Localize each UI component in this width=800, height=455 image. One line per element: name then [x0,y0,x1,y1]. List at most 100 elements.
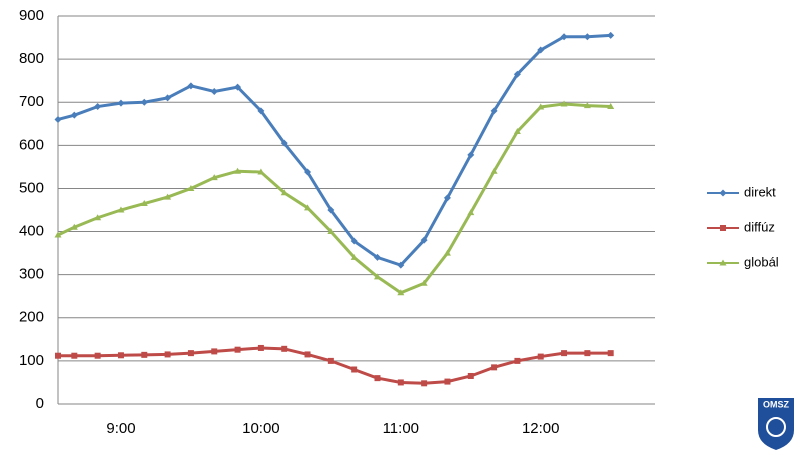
logo-swirl [766,417,786,437]
marker [584,350,591,357]
y-tick-label: 800 [19,50,44,67]
marker [350,253,358,260]
marker [373,253,381,261]
x-tick-label: 11:00 [383,420,419,437]
marker [281,345,288,352]
x-tick-label: 10:00 [242,420,280,437]
marker [187,82,195,90]
marker [560,33,568,41]
marker [467,209,475,216]
marker [304,168,312,176]
y-tick-label: 900 [19,7,44,24]
marker [537,103,545,110]
marker [490,107,498,115]
marker [327,357,334,364]
y-tick-label: 500 [19,179,44,196]
marker [140,200,148,207]
logo: OMSZ [758,398,794,450]
series-line [58,346,611,385]
marker [70,111,78,119]
marker [71,352,78,359]
marker [164,351,171,358]
y-tick-label: 700 [19,93,44,110]
marker [607,103,615,110]
marker [304,204,312,211]
marker [719,259,727,266]
y-tick-label: 0 [36,395,44,412]
marker [537,353,544,360]
marker [117,206,125,213]
marker [164,94,172,102]
marker [373,273,381,280]
marker [117,99,125,107]
marker [561,350,568,357]
legend-label: globál [744,254,779,269]
marker [443,249,451,256]
marker [94,352,101,359]
marker [420,236,428,244]
marker [210,87,218,95]
marker [327,206,335,214]
marker [490,167,498,174]
marker [140,98,148,106]
marker [187,350,194,357]
legend-label: direkt [744,184,776,199]
marker [54,231,62,238]
series-line [57,33,611,267]
marker [117,352,124,359]
marker [164,193,172,200]
marker [54,115,62,123]
y-tick-label: 100 [19,352,44,369]
y-tick-label: 200 [19,309,44,326]
marker [583,33,591,41]
legend-label: diffúz [744,219,775,234]
series-line [57,102,611,295]
marker [397,261,405,269]
marker [211,348,218,355]
marker [210,174,218,181]
marker [234,167,242,174]
marker [350,237,358,245]
marker [443,194,451,202]
marker [280,139,288,147]
logo-text: OMSZ [763,399,790,409]
marker [397,289,405,296]
marker [420,279,428,286]
marker [514,357,521,364]
marker [491,364,498,371]
marker [607,350,614,357]
logo-shield [758,398,794,450]
marker [607,31,615,39]
marker [467,151,475,159]
marker [70,223,78,230]
marker [537,46,545,54]
x-tick-label: 12:00 [522,420,560,437]
y-tick-label: 400 [19,223,44,240]
marker [257,168,265,175]
marker [304,351,311,358]
marker [444,378,451,385]
marker [513,128,521,135]
marker [351,366,358,373]
marker [720,225,726,231]
marker [234,83,242,91]
y-tick-label: 300 [19,266,44,283]
marker [55,352,61,359]
marker [513,70,521,78]
marker [421,380,428,387]
y-tick-label: 600 [19,136,44,153]
marker [467,372,474,379]
marker [187,184,195,191]
marker [719,189,727,197]
marker [280,189,288,196]
marker [94,103,102,111]
marker [397,379,404,386]
marker [374,375,381,382]
x-tick-label: 9:00 [106,420,135,437]
marker [257,344,264,351]
marker [560,100,568,107]
marker [94,214,102,221]
marker [141,351,148,358]
marker [257,107,265,115]
